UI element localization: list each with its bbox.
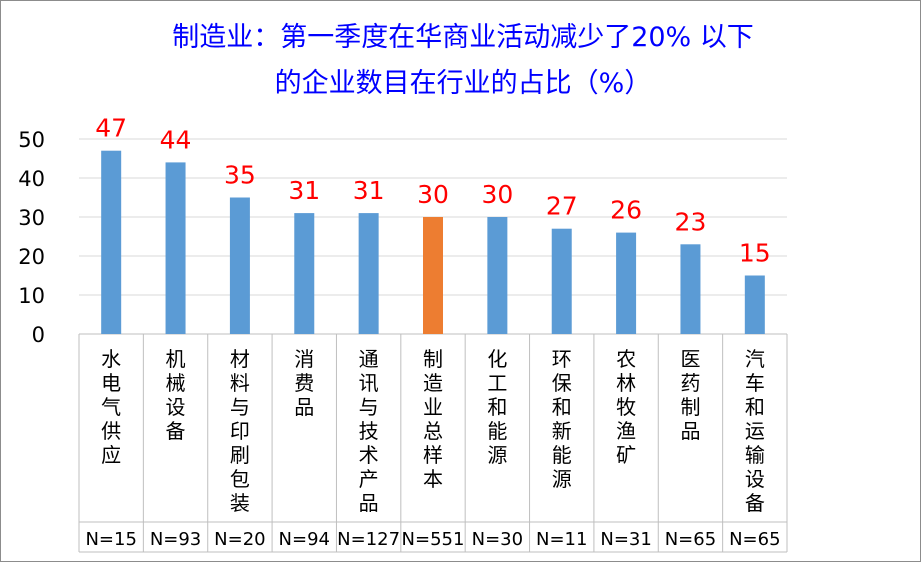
chart-title-line-2: 的企业数目在行业的占比（%） xyxy=(275,68,652,99)
category-label-2: 机械设备 xyxy=(166,347,186,443)
sample-size-1: N=15 xyxy=(85,529,136,550)
category-label-10: 医药制品 xyxy=(680,347,700,443)
data-label-5: 31 xyxy=(353,176,385,205)
sample-size-9: N=31 xyxy=(600,529,651,550)
y-tick-label: 20 xyxy=(18,245,45,269)
data-label-2: 44 xyxy=(160,125,192,154)
data-labels: 47 44 35 31 31 30 30 27 26 23 15 xyxy=(95,114,770,268)
sample-size-2: N=93 xyxy=(150,529,201,550)
data-label-11: 15 xyxy=(739,239,771,268)
data-label-8: 27 xyxy=(546,192,578,221)
data-label-7: 30 xyxy=(481,180,513,209)
category-label-8: 环保和新能源 xyxy=(552,347,572,491)
bar-3 xyxy=(229,197,250,334)
data-label-1: 47 xyxy=(95,114,127,143)
bar-2 xyxy=(165,162,186,334)
sample-size-8: N=11 xyxy=(536,529,587,550)
bar-1 xyxy=(101,150,122,334)
bar-8 xyxy=(551,228,572,334)
sample-size-4: N=94 xyxy=(279,529,330,550)
bar-5 xyxy=(358,213,379,334)
sample-size-5: N=127 xyxy=(337,529,400,550)
category-label-1: 水电气供应 xyxy=(101,347,121,467)
category-label-6: 制造业总样本 xyxy=(423,347,443,491)
data-label-9: 26 xyxy=(610,196,642,225)
category-labels: 水电气供应 N=15 机械设备 N=93 材料与印刷包装 N=20 消费品 N=94 通讯与技术… xyxy=(85,347,780,550)
data-label-6: 30 xyxy=(417,180,449,209)
data-label-10: 23 xyxy=(675,207,707,236)
data-label-4: 31 xyxy=(288,176,320,205)
y-axis: 0 10 20 30 40 50 xyxy=(18,128,45,347)
sample-size-10: N=65 xyxy=(665,529,716,550)
bars xyxy=(101,150,765,334)
category-label-3: 材料与印刷包装 xyxy=(230,347,250,515)
sample-size-7: N=30 xyxy=(472,529,523,550)
bar-4 xyxy=(294,213,315,334)
sample-size-3: N=20 xyxy=(214,529,265,550)
y-tick-label: 10 xyxy=(18,284,45,308)
chart-title-line-1: 制造业：第一季度在华商业活动减少了20% 以下 xyxy=(172,22,754,53)
category-label-11: 汽车和运输设备 xyxy=(745,347,765,515)
y-tick-label: 50 xyxy=(18,128,45,152)
y-tick-label: 30 xyxy=(18,206,45,230)
bar-9 xyxy=(616,232,637,334)
category-label-9: 农林牧渔矿 xyxy=(616,347,636,467)
y-tick-label: 0 xyxy=(32,323,45,347)
bar-6 xyxy=(423,217,443,334)
data-label-3: 35 xyxy=(224,161,256,190)
category-label-7: 化工和能源 xyxy=(487,347,507,467)
y-tick-label: 40 xyxy=(18,167,45,191)
sample-size-11: N=65 xyxy=(729,529,780,550)
bar-11 xyxy=(744,275,765,334)
sample-size-6: N=551 xyxy=(402,529,465,550)
bar-10 xyxy=(680,244,701,334)
category-label-4: 消费品 xyxy=(294,347,314,419)
category-label-5: 通讯与技术产品 xyxy=(359,347,379,515)
bar-7 xyxy=(487,217,508,334)
